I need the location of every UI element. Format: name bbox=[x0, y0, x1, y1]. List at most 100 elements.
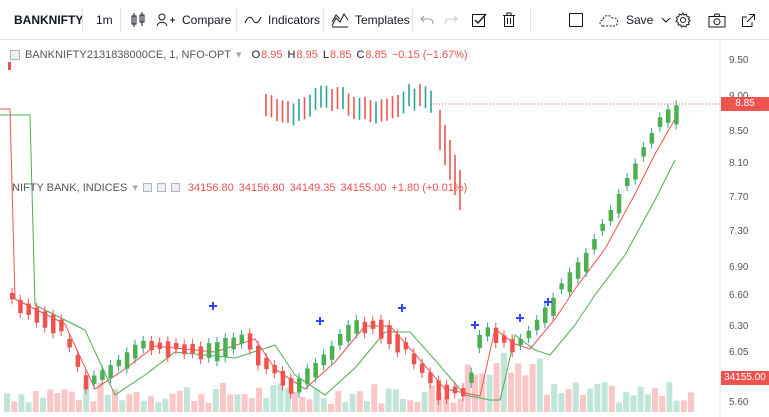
volume-bar bbox=[198, 394, 205, 412]
indicators-button[interactable]: Indicators bbox=[244, 0, 320, 40]
candle-body bbox=[477, 334, 482, 349]
price-tick-label: 9.50 bbox=[729, 55, 749, 66]
templates-button[interactable]: Templates bbox=[331, 0, 410, 40]
chart-type-button[interactable] bbox=[130, 0, 146, 40]
camera-icon bbox=[708, 13, 726, 27]
volume-bar bbox=[500, 352, 507, 412]
volume-bar bbox=[205, 402, 212, 412]
overlay-change-value: +1.80 (+0.01%) bbox=[391, 181, 468, 194]
interval-button[interactable]: 1m bbox=[96, 0, 113, 40]
volume-bar bbox=[472, 374, 478, 412]
screenshot-button[interactable] bbox=[708, 0, 726, 40]
candle-body bbox=[452, 386, 458, 394]
candle-body bbox=[280, 370, 286, 386]
volume-bar bbox=[83, 383, 90, 412]
volume-bar bbox=[630, 395, 637, 412]
open-value: 8.95 bbox=[261, 48, 283, 61]
volume-bar bbox=[601, 382, 608, 412]
candle-body bbox=[223, 338, 228, 358]
legend-chevron-icon[interactable]: ▾ bbox=[236, 49, 242, 61]
volume-bar bbox=[335, 391, 342, 412]
volume-bar bbox=[580, 394, 586, 412]
volume-bar bbox=[493, 362, 500, 412]
volume-bar bbox=[191, 401, 198, 412]
volume-bar bbox=[680, 400, 687, 412]
volume-bar bbox=[320, 398, 327, 412]
compare-icon bbox=[156, 13, 175, 27]
candle-body bbox=[239, 334, 245, 344]
volume-bar bbox=[54, 393, 61, 412]
volume-bar bbox=[644, 394, 651, 412]
toolbar-divider bbox=[120, 8, 121, 32]
candle-body bbox=[411, 353, 417, 365]
price-tick-label: 6.30 bbox=[729, 321, 749, 332]
volume-bar bbox=[212, 389, 219, 412]
overlay-settings-icon[interactable] bbox=[156, 183, 166, 192]
overlay-series-legend[interactable]: NIFTY BANK, INDICES ▾ 34156.80 34156.80 … bbox=[12, 181, 472, 195]
settings-button[interactable] bbox=[675, 0, 691, 40]
candle-body bbox=[600, 224, 605, 231]
fast-ma-line bbox=[0, 108, 676, 397]
fullscreen-rect-button[interactable] bbox=[568, 0, 584, 40]
symbol-button[interactable]: BANKNIFTY bbox=[14, 0, 83, 40]
candle-body bbox=[321, 354, 327, 366]
compare-button[interactable]: Compare bbox=[156, 0, 231, 40]
candle-body bbox=[502, 335, 507, 343]
volume-bar bbox=[140, 400, 147, 412]
volume-bar bbox=[184, 387, 190, 412]
candle-body bbox=[469, 372, 474, 383]
volume-bar bbox=[407, 400, 414, 412]
close-value: 8.85 bbox=[365, 48, 387, 61]
candle-body bbox=[75, 355, 81, 367]
volume-bar bbox=[119, 400, 126, 412]
low-value: 8.85 bbox=[330, 48, 352, 61]
volume-bar bbox=[529, 364, 536, 412]
series-toggle-icon[interactable] bbox=[10, 49, 20, 60]
candle-body bbox=[92, 375, 97, 384]
candle-body bbox=[518, 339, 523, 346]
popout-button[interactable] bbox=[741, 0, 756, 40]
close-label: C bbox=[356, 48, 365, 61]
main-series-legend[interactable]: BANKNIFTY2131838000CE, 1, NFO-OPT ▾ O 8.… bbox=[10, 48, 473, 61]
volume-bar bbox=[428, 385, 435, 412]
candle-body bbox=[10, 293, 15, 300]
candle-body bbox=[403, 342, 409, 350]
templates-icon bbox=[331, 13, 349, 28]
volume-bar bbox=[11, 401, 18, 412]
overlay-low-value: 34149.35 bbox=[289, 181, 336, 194]
price-tick-label: 8.10 bbox=[729, 158, 749, 169]
candle-body bbox=[34, 307, 40, 323]
chart-area[interactable]: 9.50 9.00 8.50 8.10 7.70 7.30 6.90 6.60 6.30 6.05… bbox=[0, 40, 769, 417]
candle-body bbox=[190, 344, 195, 354]
undo-button[interactable] bbox=[420, 0, 434, 40]
interval-label: 1m bbox=[96, 13, 113, 27]
volume-bar bbox=[623, 391, 630, 412]
top-toolbar: BANKNIFTY 1m Compare Indicators bbox=[0, 0, 769, 40]
price-plot[interactable]: 9.50 9.00 8.50 8.10 7.70 7.30 6.90 6.60 6.30 6.05… bbox=[0, 40, 769, 417]
candle-body bbox=[198, 346, 204, 360]
candle-body bbox=[395, 334, 400, 353]
volume-bar bbox=[594, 383, 601, 412]
save-button[interactable]: Save bbox=[598, 0, 671, 40]
delete-button[interactable] bbox=[502, 0, 516, 40]
overlay-close-icon[interactable] bbox=[170, 183, 180, 192]
open-label: O bbox=[251, 48, 261, 61]
overlay-chevron-icon[interactable]: ▾ bbox=[132, 182, 138, 194]
volume-bar bbox=[544, 394, 550, 412]
signal-markers bbox=[209, 298, 552, 329]
overlay-symbol: NIFTY BANK, INDICES bbox=[12, 181, 128, 194]
price-tick-label: 5.60 bbox=[729, 397, 749, 408]
candle-body bbox=[174, 342, 179, 350]
volume-bar bbox=[277, 383, 284, 412]
candle-body bbox=[370, 320, 376, 329]
legend-color-marker bbox=[8, 62, 11, 70]
redo-button[interactable] bbox=[444, 0, 458, 40]
volume-bar bbox=[248, 398, 255, 412]
overlay-visibility-icon[interactable] bbox=[142, 183, 152, 192]
volume-bar bbox=[25, 402, 32, 412]
candle-body bbox=[493, 327, 499, 343]
checklist-button[interactable] bbox=[471, 0, 487, 40]
volume-bar bbox=[666, 382, 673, 412]
volume-bar bbox=[32, 391, 39, 412]
candle-body bbox=[288, 377, 294, 394]
